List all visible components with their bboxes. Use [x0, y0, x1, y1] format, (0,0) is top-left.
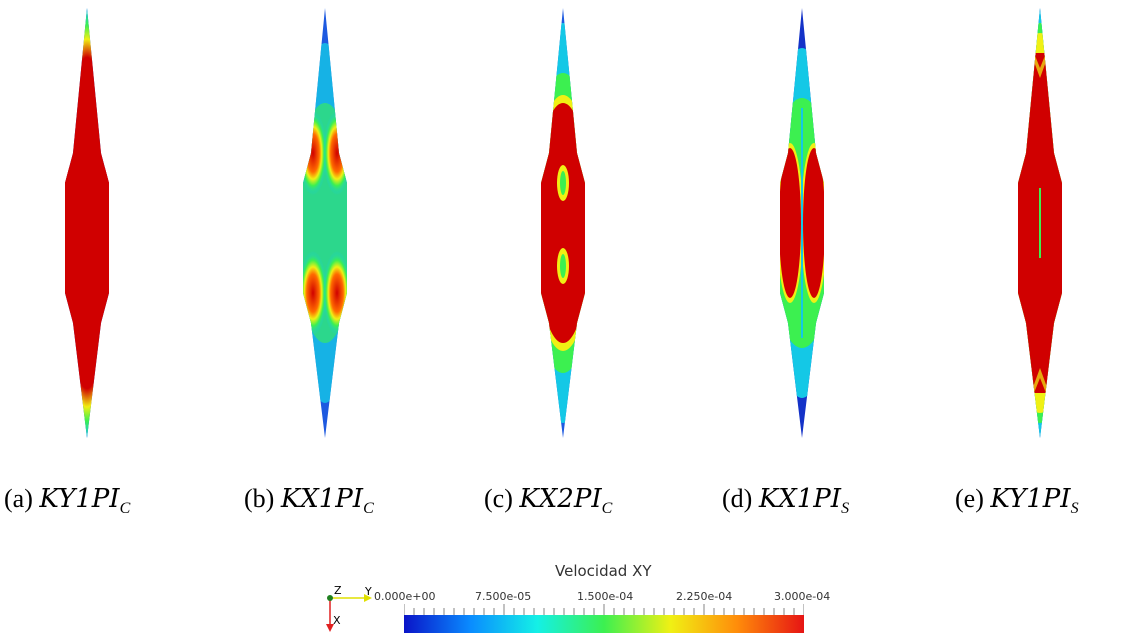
orientation-axes-icon: Z Y X [316, 584, 376, 633]
caption-e-prefix: (e) [955, 484, 984, 513]
y-axis-arrow-icon [364, 594, 372, 602]
caption-e-math: KY1PI [990, 484, 1071, 514]
caption-c: (c) KX2PIC [484, 484, 612, 518]
caption-e: (e) KY1PIS [955, 484, 1079, 518]
legend-tick-4: 3.000e-04 [774, 590, 831, 603]
legend-colorbar [404, 615, 804, 633]
legend-tick-marks [404, 604, 804, 616]
caption-d-prefix: (d) [722, 484, 753, 513]
panel-b-velocity-field [295, 8, 355, 438]
caption-a: (a) KY1PIC [4, 484, 130, 518]
caption-d-math: KX1PI [758, 484, 842, 514]
caption-d: (d) KX1PIS [722, 484, 849, 518]
caption-a-prefix: (a) [4, 484, 33, 513]
panel-c-velocity-field [533, 8, 593, 438]
y-axis-label: Y [364, 585, 372, 598]
caption-c-sub: C [601, 500, 613, 518]
caption-d-sub: S [841, 500, 850, 518]
legend-title: Velocidad XY [555, 562, 652, 580]
caption-a-math: KY1PI [39, 484, 120, 514]
caption-b-math: KX1PI [280, 484, 364, 514]
caption-b-prefix: (b) [244, 484, 275, 513]
caption-b-sub: C [363, 500, 374, 518]
legend-tick-0: 0.000e+00 [374, 590, 436, 603]
panel-a-velocity-field [57, 8, 117, 438]
legend-tick-3: 2.250e-04 [676, 590, 733, 603]
panel-e-velocity-field [1010, 8, 1070, 438]
legend-tick-2: 1.500e-04 [577, 590, 634, 603]
caption-b: (b) KX1PIC [244, 484, 374, 518]
z-axis-dot-icon [327, 595, 333, 601]
caption-c-prefix: (c) [484, 484, 513, 513]
caption-a-sub: C [119, 500, 131, 518]
legend-tick-1: 7.500e-05 [475, 590, 532, 603]
z-axis-label: Z [334, 584, 342, 597]
caption-c-math: KX2PI [519, 484, 602, 514]
x-axis-label: X [333, 614, 341, 627]
x-axis-arrow-icon [326, 624, 334, 632]
caption-e-sub: S [1070, 500, 1079, 518]
panel-d-velocity-field [772, 8, 832, 438]
